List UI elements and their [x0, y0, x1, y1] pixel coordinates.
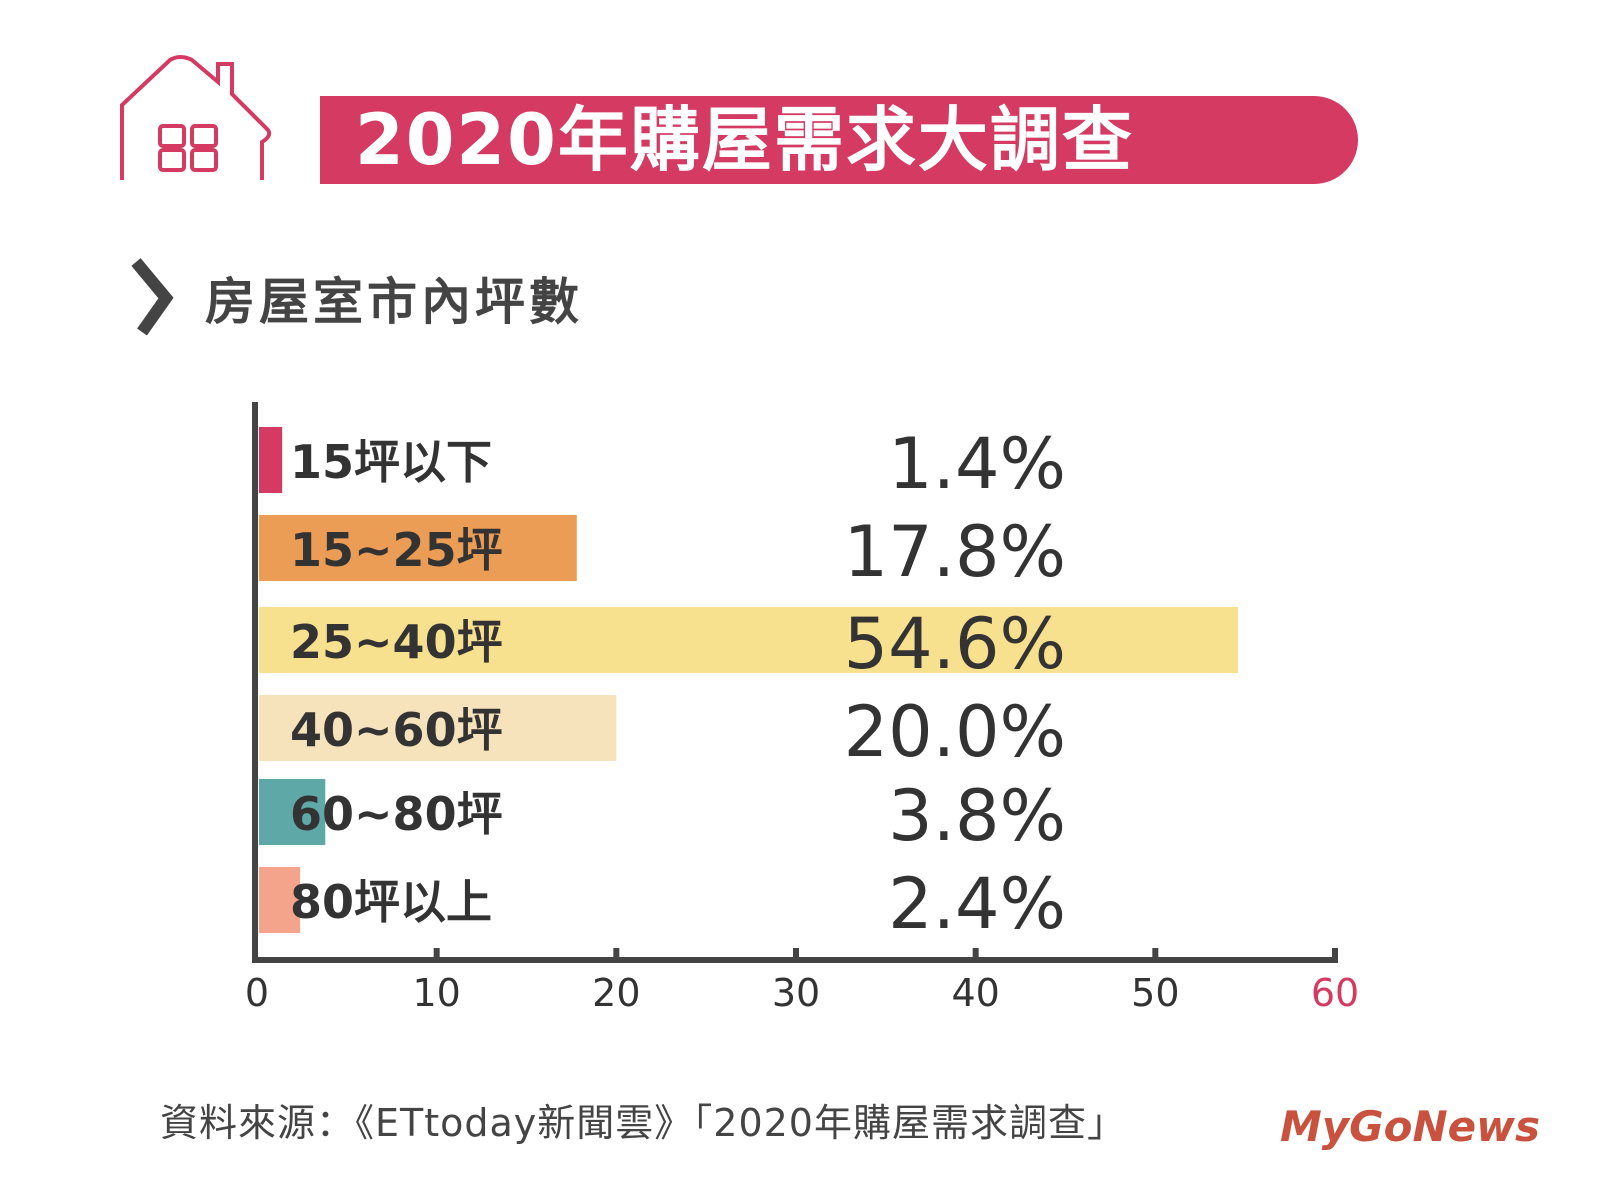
x-tick-label: 60	[1311, 971, 1359, 1015]
bar-1	[259, 515, 577, 581]
value-label: 54.6%	[844, 603, 1066, 685]
category-label: 40~60坪	[290, 703, 503, 757]
bar-3	[259, 695, 617, 761]
category-label: 80坪以上	[290, 875, 492, 929]
house-icon	[120, 55, 272, 180]
title-banner	[320, 96, 1358, 184]
category-label: 15坪以下	[290, 435, 492, 489]
bar-4	[259, 779, 326, 845]
value-label: 3.8%	[888, 775, 1066, 857]
section-title: 房屋室市內坪數	[205, 273, 583, 331]
x-tick-label: 10	[412, 971, 460, 1015]
x-tick-label: 40	[951, 971, 999, 1015]
bar-2	[259, 607, 1238, 673]
category-label: 60~80坪	[290, 787, 503, 841]
bar-chart: 15坪以下 1.4% 15~25坪 17.8% 25~40坪 54.6% 40~60坪 20.…	[245, 402, 1359, 1015]
value-label: 1.4%	[888, 423, 1066, 505]
chevron-right-icon	[131, 258, 174, 336]
bar-5	[259, 867, 301, 933]
x-tick-label: 20	[592, 971, 640, 1015]
value-label: 2.4%	[888, 863, 1066, 945]
source-note: 資料來源：《ETtoday新聞雲》「2020年購屋需求調查」	[160, 1101, 1126, 1145]
page-title: 2020年購屋需求大調查	[355, 99, 1134, 181]
watermark-logo: MyGoNews	[1280, 1102, 1540, 1151]
category-label: 15~25坪	[290, 523, 503, 577]
x-tick-label: 30	[772, 971, 820, 1015]
x-tick-label: 0	[245, 971, 269, 1015]
x-tick-label: 50	[1131, 971, 1179, 1015]
value-label: 20.0%	[844, 691, 1066, 773]
bar-0	[259, 427, 283, 493]
category-label: 25~40坪	[290, 615, 503, 669]
value-label: 17.8%	[844, 511, 1066, 593]
